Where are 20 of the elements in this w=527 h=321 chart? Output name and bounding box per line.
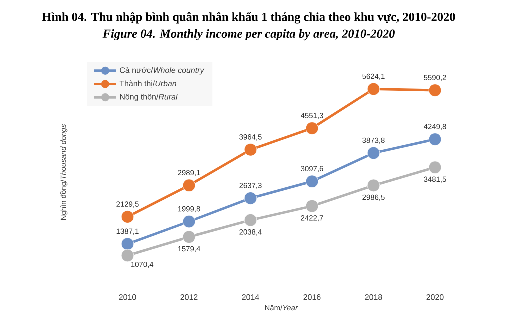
point: [428, 84, 442, 97]
point: [367, 82, 380, 96]
point: [182, 215, 196, 228]
point: [244, 214, 258, 227]
chart-subtitle: Figure 04. Monthly income per capita by area, 2010-2020: [102, 29, 395, 41]
point: [121, 210, 134, 224]
point: [182, 179, 196, 192]
chart-title: Hình 04. Thu nhập bình quân nhân khẩu 1 tháng chia theo khu vực, 2010-2020: [42, 12, 456, 24]
point: [367, 179, 380, 192]
point: [244, 144, 258, 156]
point: [306, 175, 319, 188]
point: [182, 230, 196, 244]
point: [306, 200, 319, 213]
point: [367, 146, 380, 160]
point: [244, 192, 258, 205]
point: [121, 249, 134, 262]
point: [306, 122, 319, 135]
point: [121, 238, 134, 251]
point: [428, 133, 442, 146]
point: [428, 161, 442, 174]
